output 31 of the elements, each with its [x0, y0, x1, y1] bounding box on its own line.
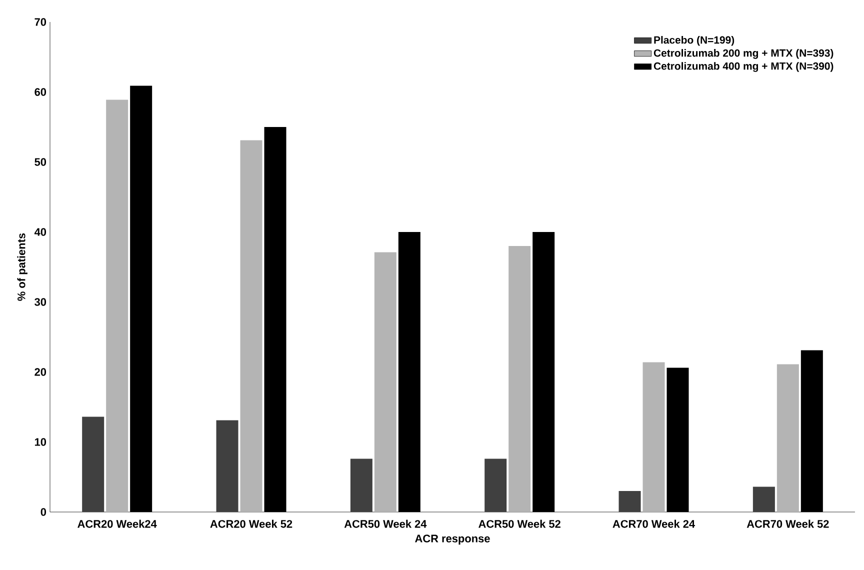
- y-tick-label: 10: [34, 438, 46, 446]
- bar: [776, 364, 799, 512]
- y-tick-label: 70: [34, 18, 46, 26]
- y-tick-label: 50: [34, 158, 46, 166]
- bar: [350, 458, 372, 512]
- y-tick-label: 0: [40, 508, 46, 516]
- x-tick-label: ACR70 Week 24: [612, 520, 695, 528]
- y-tick-label: 30: [34, 298, 46, 306]
- legend-label: Placebo (N=199): [654, 36, 734, 46]
- x-tick-label: ACR20 Week24: [78, 520, 157, 528]
- y-tick-label: 60: [34, 88, 46, 96]
- y-axis-title: % of patients: [17, 233, 28, 301]
- bar: [642, 362, 665, 512]
- x-tick-label: ACR70 Week 52: [746, 520, 829, 528]
- bar: [618, 491, 641, 512]
- bar: [484, 458, 507, 512]
- bar: [216, 420, 238, 512]
- y-tick-label: 40: [34, 228, 46, 236]
- x-tick-label: ACR50 Week 52: [478, 520, 560, 528]
- legend-label: Cetrolizumab 200 mg + MTX (N=393): [654, 49, 834, 59]
- bar: [240, 140, 262, 512]
- legend-label: Cetrolizumab 400 mg + MTX (N=390): [654, 62, 834, 72]
- bar: [752, 486, 775, 512]
- bar: [106, 100, 128, 512]
- bar: [374, 252, 396, 512]
- x-tick-label: ACR20 Week 52: [210, 520, 292, 528]
- bar: [82, 416, 104, 512]
- x-axis-title: ACR response: [415, 534, 490, 545]
- x-tick-label: ACR50 Week 24: [344, 520, 427, 528]
- y-tick-label: 20: [34, 368, 46, 376]
- bar: [508, 246, 531, 512]
